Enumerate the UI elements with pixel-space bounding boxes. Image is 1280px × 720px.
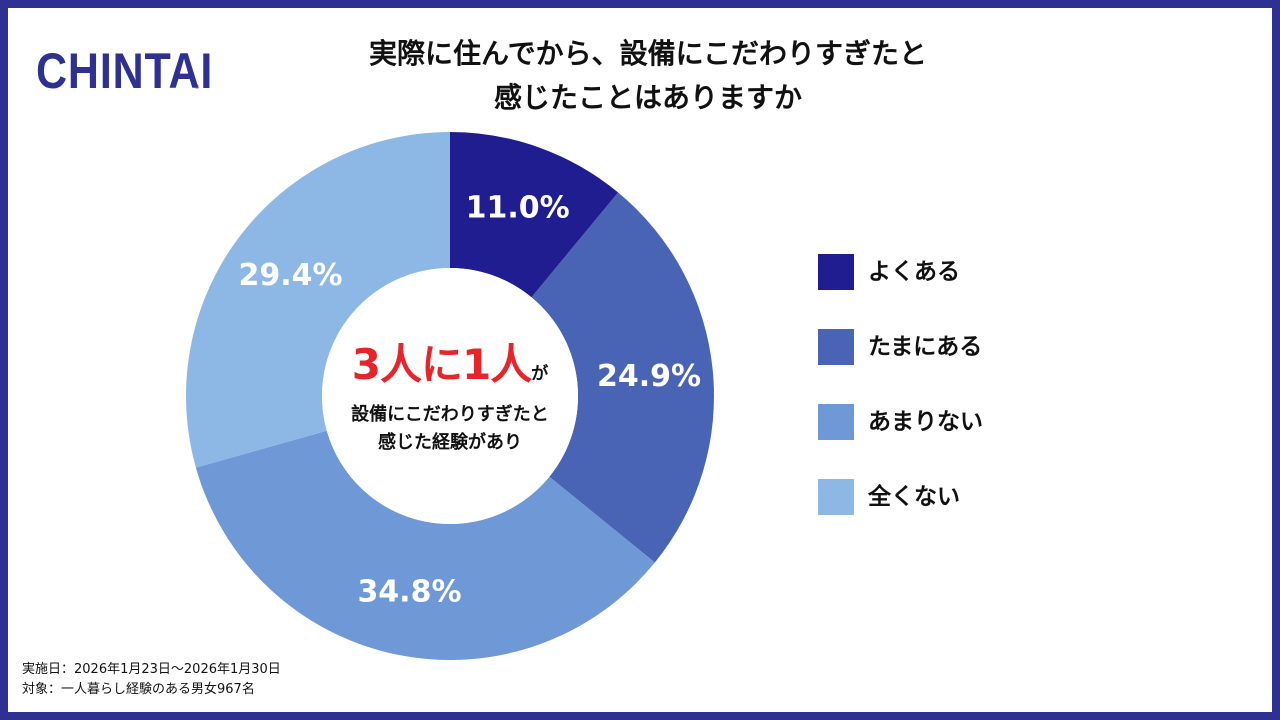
center-particle: が: [531, 364, 549, 384]
donut-slice-4: [185, 132, 450, 468]
chintai-logo: CHINTAI ®: [36, 36, 216, 106]
center-line-1: 設備にこだわりすぎたと: [351, 404, 549, 425]
title-line-2: 感じたことはありますか: [493, 81, 802, 114]
slice-data-label-1: 11.0%: [466, 190, 570, 225]
donut-slice-2: [531, 192, 715, 563]
donut-center-text: 3人に1人が 設備にこだわりすぎたと 感じた経験があり: [320, 338, 580, 457]
slice-data-label-4: 29.4%: [239, 258, 343, 293]
donut-chart: 11.0% 24.9% 34.8% 29.4%: [185, 132, 715, 660]
survey-date: 実施日：2026年1月23日〜2026年1月30日: [22, 662, 281, 677]
survey-footnote: 実施日：2026年1月23日〜2026年1月30日 対象：一人暮らし経験のある男…: [22, 660, 281, 700]
chart-title: 実際に住んでから、設備にこだわりすぎたと 感じたことはありますか: [188, 32, 1108, 120]
infographic-page: CHINTAI ® 実際に住んでから、設備にこだわりすぎたと 感じたことはありま…: [8, 8, 1272, 712]
logo-registered-mark: ®: [194, 84, 200, 91]
donut-slice-1: [450, 132, 619, 298]
legend-label: たまにある: [868, 334, 983, 360]
logo-text: CHINTAI: [36, 43, 214, 99]
legend-label: あまりない: [868, 409, 983, 435]
center-line-2: 感じた経験があり: [378, 432, 522, 453]
legend-swatch: [818, 254, 854, 290]
donut-hole: [322, 268, 578, 524]
survey-target: 対象：一人暮らし経験のある男女967名: [22, 682, 255, 697]
slice-data-label-2: 24.9%: [597, 359, 701, 394]
center-highlight: 3人に1人: [351, 340, 532, 389]
legend-label: よくある: [868, 259, 960, 285]
legend-swatch: [818, 329, 854, 365]
title-line-1: 実際に住んでから、設備にこだわりすぎたと: [368, 37, 928, 70]
legend-swatch: [818, 479, 854, 515]
slice-data-label-3: 34.8%: [357, 574, 461, 609]
donut-slice-3: [195, 430, 655, 660]
legend-label: 全くない: [868, 484, 960, 510]
center-highlight-row: 3人に1人が: [320, 338, 580, 401]
legend-swatch: [818, 404, 854, 440]
